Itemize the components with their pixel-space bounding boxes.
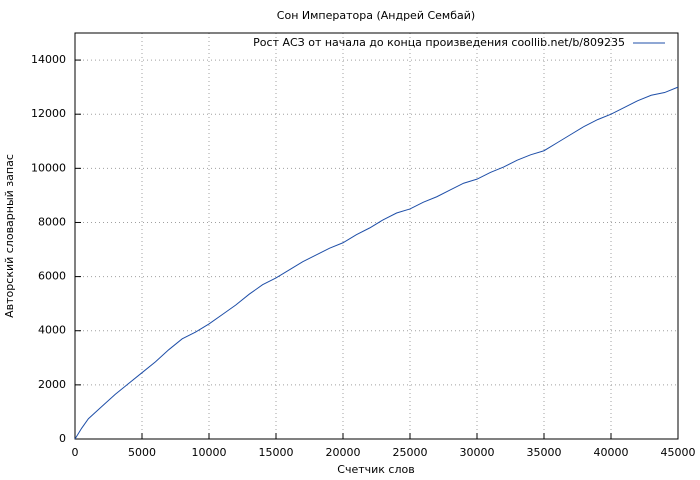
y-tick-label: 0 bbox=[59, 432, 66, 445]
data-line bbox=[74, 86, 679, 440]
y-tick-label: 14000 bbox=[31, 53, 66, 66]
y-tick-label: 2000 bbox=[38, 378, 66, 391]
x-tick-label: 35000 bbox=[527, 446, 562, 459]
x-tick-label: 5000 bbox=[128, 446, 156, 459]
y-tick-label: 8000 bbox=[38, 215, 66, 228]
x-tick-label: 20000 bbox=[326, 446, 361, 459]
y-tick-label: 4000 bbox=[38, 324, 66, 337]
y-tick-label: 10000 bbox=[31, 161, 66, 174]
x-tick-label: 25000 bbox=[393, 446, 428, 459]
y-tick-label: 6000 bbox=[38, 270, 66, 283]
chart-title: Сон Императора (Андрей Сембай) bbox=[277, 9, 475, 22]
x-axis-label: Счетчик слов bbox=[337, 463, 414, 476]
x-tick-label: 40000 bbox=[594, 446, 629, 459]
legend-label: Рост АСЗ от начала до конца произведения… bbox=[253, 36, 625, 49]
y-axis-label: Авторский словарный запас bbox=[3, 154, 16, 318]
x-tick-label: 10000 bbox=[192, 446, 227, 459]
x-tick-label: 45000 bbox=[661, 446, 696, 459]
x-tick-label: 0 bbox=[72, 446, 79, 459]
x-tick-label: 30000 bbox=[460, 446, 495, 459]
x-tick-label: 15000 bbox=[259, 446, 294, 459]
plot-frame bbox=[74, 32, 679, 440]
y-tick-label: 12000 bbox=[31, 107, 66, 120]
